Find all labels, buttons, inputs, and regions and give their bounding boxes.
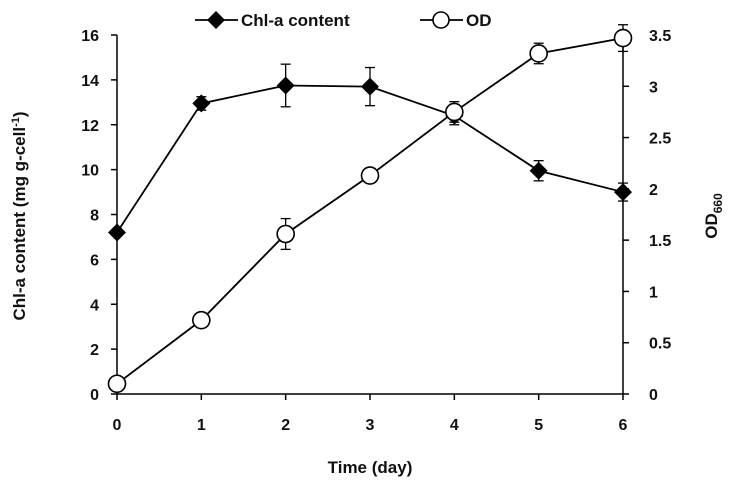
data-point-od	[360, 166, 380, 185]
y-axis-title-left-sup: -1	[10, 117, 22, 127]
y-axis-title-left-end: )	[10, 111, 29, 117]
data-point-od	[529, 44, 548, 63]
legend-marker-od	[432, 11, 450, 29]
y-axis-title-left-main: Chl-a content (mg g-cell	[10, 127, 29, 321]
data-point-od	[276, 224, 295, 244]
y-tick-left-label: 6	[90, 252, 99, 269]
y-tick-left-label: 16	[81, 28, 99, 45]
y-tick-left-label: 14	[81, 73, 99, 90]
y-tick-right-label: 1	[649, 284, 658, 301]
y-tick-left-label: 2	[90, 342, 99, 359]
y-tick-right-label: 1.5	[649, 233, 671, 250]
y-axis-title-right: OD660	[702, 193, 725, 239]
x-axis-title: Time (day)	[328, 458, 413, 477]
x-tick-label: 6	[619, 417, 628, 434]
series-od	[107, 24, 633, 394]
y-tick-right-label: 2	[649, 182, 658, 199]
y-axis-title-left: Chl-a content (mg g-cell-1)	[10, 111, 29, 320]
data-point-od	[613, 28, 633, 48]
x-tick-label: 2	[281, 417, 290, 434]
y-tick-right-label: 0	[649, 387, 658, 404]
data-point-od	[445, 102, 464, 122]
x-tick-label: 1	[197, 417, 206, 434]
legend-item-chl-a: Chl-a content	[195, 11, 350, 30]
y-axis-title-right-main: OD	[702, 213, 721, 239]
y-tick-left-label: 10	[81, 163, 99, 180]
data-point-chl-a	[108, 223, 126, 242]
y-tick-right-label: 2.5	[649, 131, 671, 148]
data-point-chl-a	[276, 76, 295, 95]
series-chl-a	[108, 63, 632, 242]
y-tick-right-label: 3	[649, 79, 658, 96]
data-point-chl-a	[614, 183, 632, 202]
legend-marker-chl-a	[207, 11, 225, 29]
y-axis-title-right-sub: 660	[711, 193, 725, 213]
y-tick-left-label: 4	[90, 297, 99, 314]
data-point-od	[107, 374, 127, 394]
y-tick-left-label: 8	[90, 208, 99, 225]
legend-item-od: OD	[420, 11, 492, 30]
y-tick-right-label: 0.5	[649, 336, 671, 353]
series-line-chl-a	[116, 84, 624, 233]
legend-label-od: OD	[466, 11, 492, 30]
data-point-chl-a	[192, 94, 211, 113]
y-tick-right-label: 3.5	[649, 28, 671, 45]
legend: Chl-a content OD	[195, 11, 492, 30]
data-point-od	[192, 310, 211, 330]
legend-label-chl-a: Chl-a content	[241, 11, 350, 30]
data-point-chl-a	[361, 77, 379, 96]
x-tick-label: 0	[113, 417, 122, 434]
y-tick-left-label: 0	[90, 387, 99, 404]
x-tick-label: 3	[366, 417, 375, 434]
data-point-chl-a	[529, 161, 548, 180]
series-layer	[107, 24, 633, 394]
x-tick-label: 5	[534, 417, 543, 434]
x-tick-label: 4	[450, 417, 459, 434]
y-tick-left-label: 12	[81, 118, 99, 135]
